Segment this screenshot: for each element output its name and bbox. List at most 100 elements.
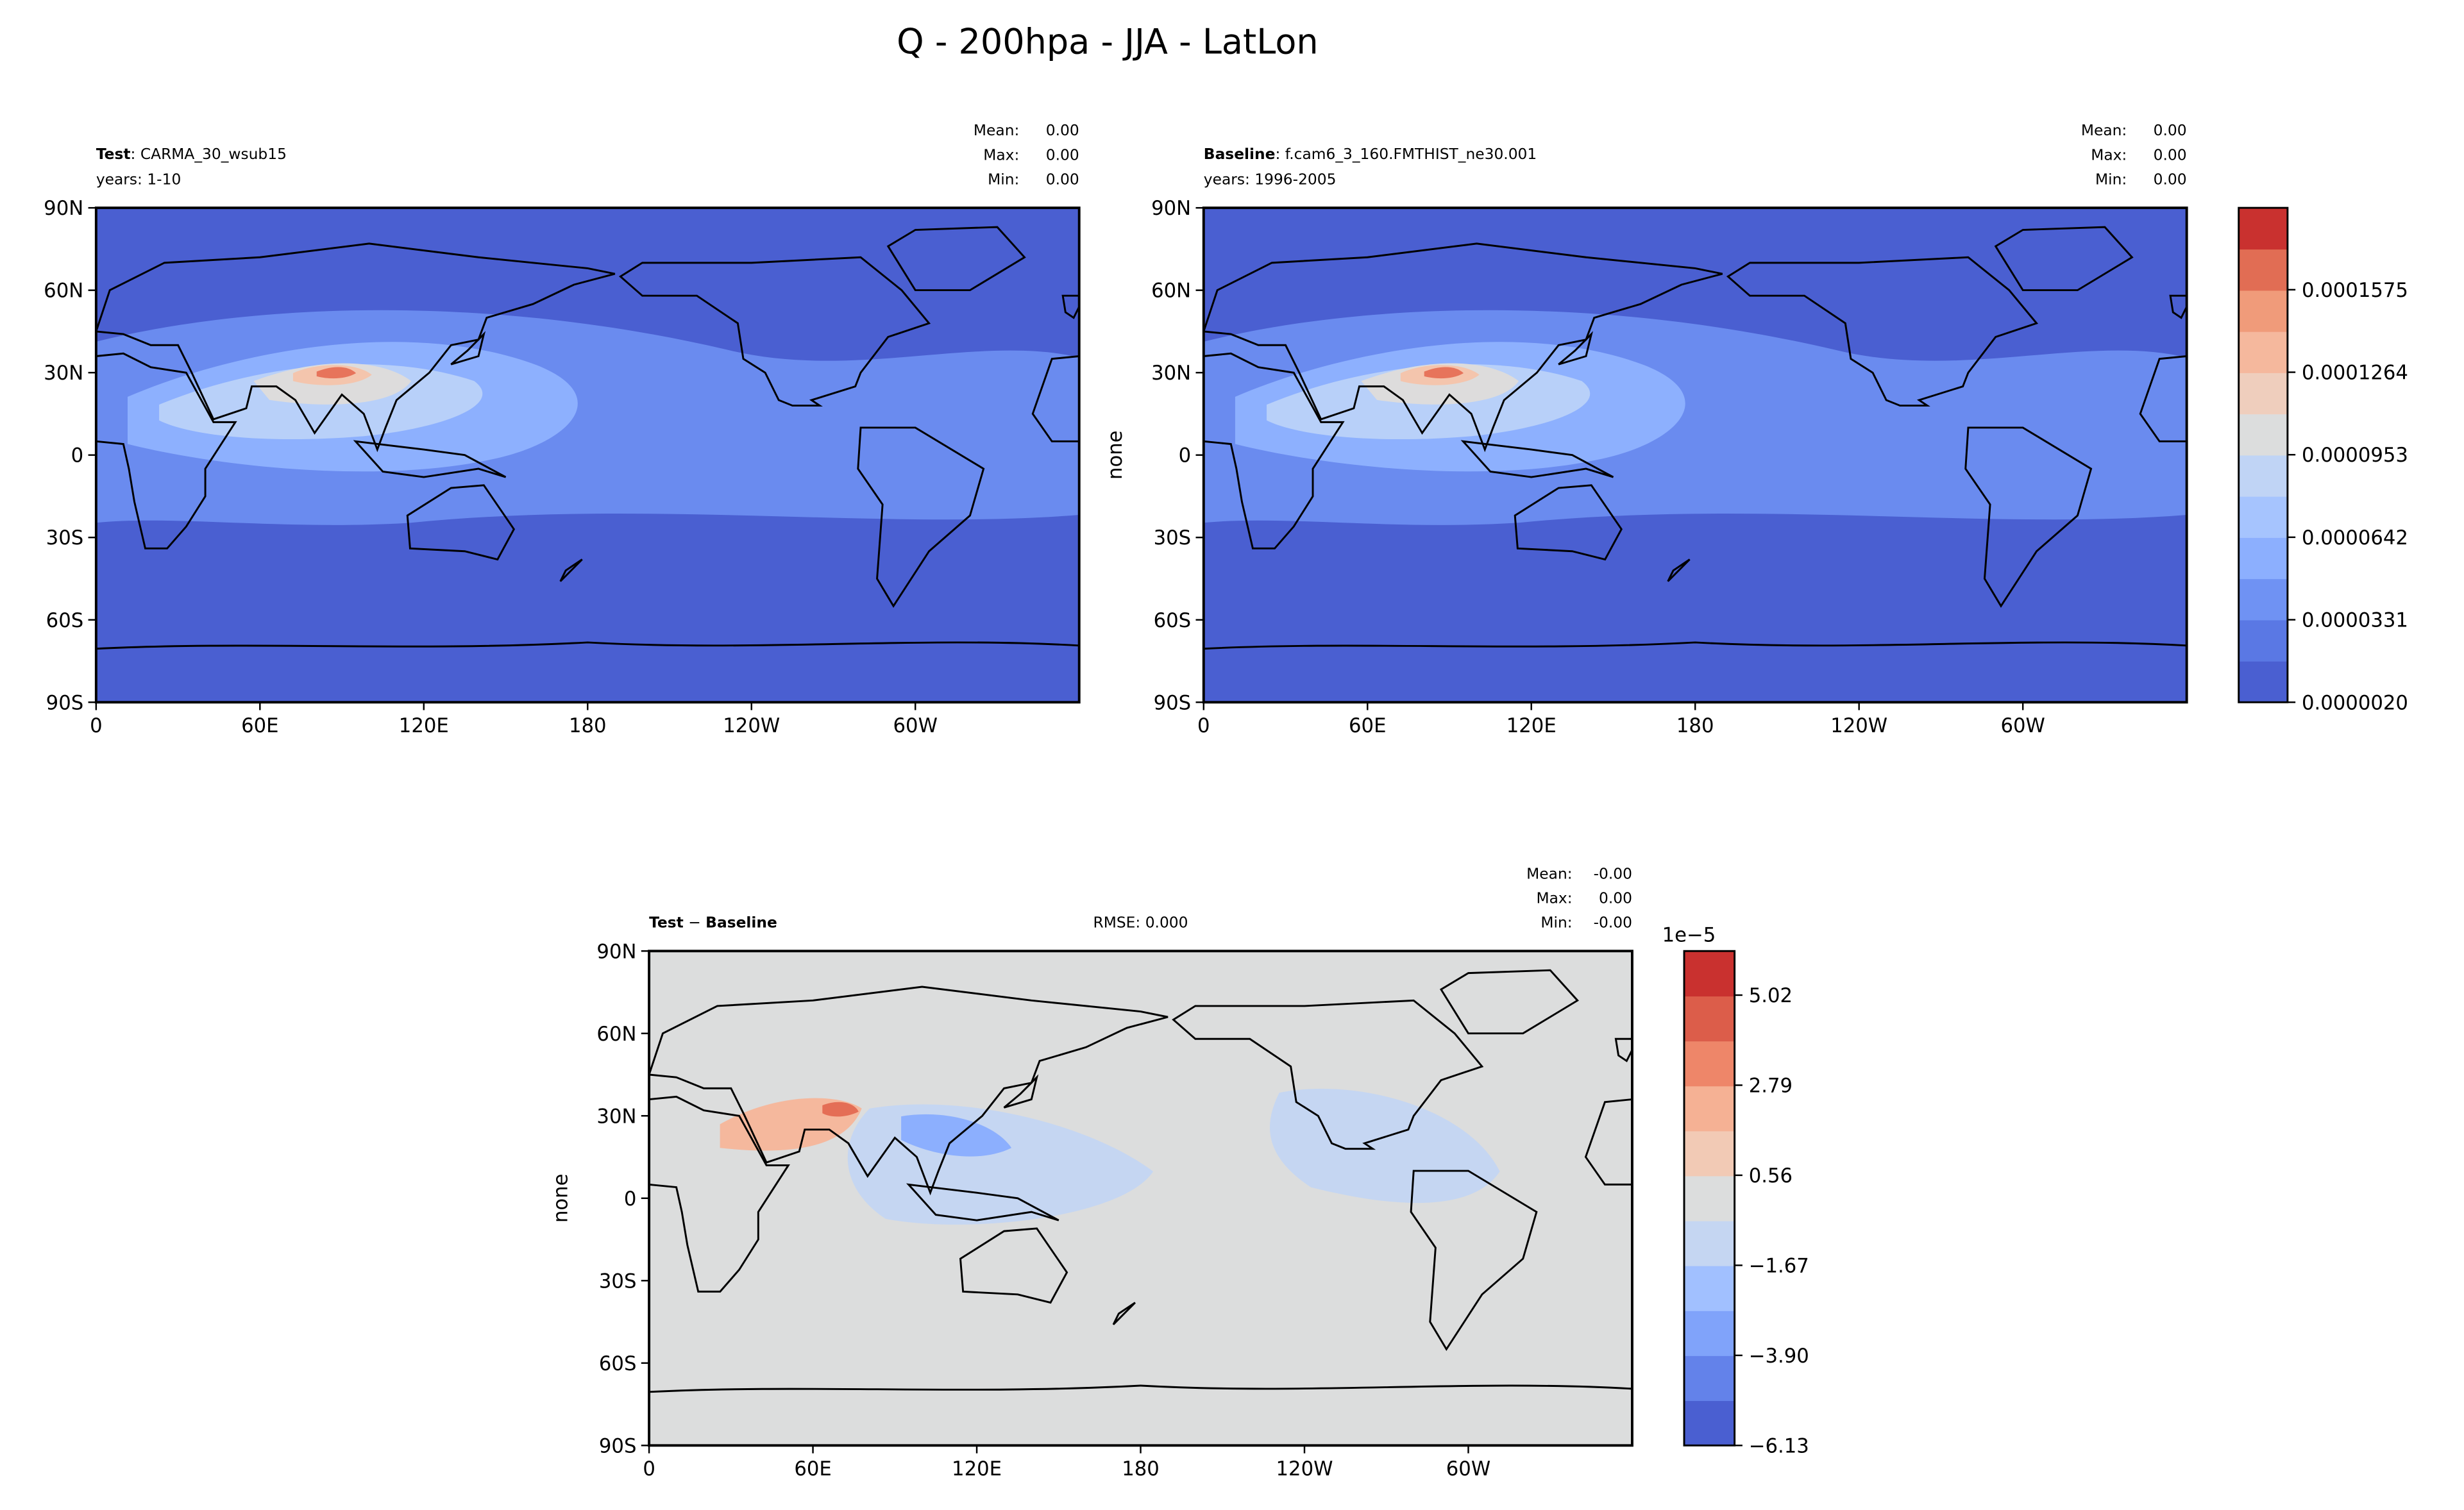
lon-tick-label: 0 <box>1197 715 1210 737</box>
lat-tick-label: 30S <box>1154 527 1192 549</box>
stat-value: 0.00 <box>2154 146 2187 164</box>
colorbar: −6.13 −3.90 −1.67 0.56 2.79 5.02 1e−5 <box>1662 925 1809 1458</box>
lat-tick-label: 90N <box>1151 197 1191 220</box>
stat-value: 0.00 <box>2154 170 2187 188</box>
lon-tick-label: 60W <box>1446 1458 1490 1481</box>
map-area <box>96 208 1079 703</box>
lat-tick-label: 30N <box>1151 362 1191 385</box>
panel-title: Baseline: f.cam6_3_160.FMTHIST_ne30.001 <box>1204 145 1537 163</box>
colorbar: 0.0000020 0.0000331 0.0000642 0.0000953 0.00… <box>2238 206 2408 714</box>
stat-label: Min: <box>1540 913 1572 931</box>
lat-tick-label: 30N <box>596 1105 636 1128</box>
stat-label: Min: <box>988 170 1019 188</box>
colorbar-tick-label: 0.0000642 <box>2302 527 2408 549</box>
lat-tick-label: 60N <box>596 1023 636 1046</box>
title-bold: Test <box>649 913 684 931</box>
lon-tick-label: 120E <box>952 1458 1002 1481</box>
lat-tick-label: 30N <box>44 362 83 385</box>
stat-value: -0.00 <box>1594 913 1632 931</box>
colorbar-tick-label: −3.90 <box>1749 1345 1809 1368</box>
lon-tick-label: 180 <box>569 715 607 737</box>
map-frame <box>648 950 1633 1447</box>
colorbar-band <box>2238 537 2288 580</box>
title-bold: Test <box>96 145 131 163</box>
lat-tick-label: 0 <box>1179 445 1192 467</box>
colorbar-band <box>2238 373 2288 415</box>
stat-value: -0.00 <box>1594 864 1632 882</box>
colorbar-band <box>1684 1311 1735 1356</box>
colorbar-band <box>1684 996 1735 1042</box>
lat-tick-label: 90S <box>599 1435 637 1457</box>
stat-value: 0.00 <box>1599 889 1632 907</box>
map-panel: 90N 60N 30N 0 30S 60S 90S 0 60E 120E 180 120W 60W Tes… <box>550 864 1633 1481</box>
panel-years: years: 1-10 <box>96 170 181 188</box>
lat-tick-label: 90S <box>46 692 84 714</box>
colorbar-band <box>2238 660 2288 703</box>
colorbar-band <box>2238 290 2288 332</box>
colorbar-band <box>2238 455 2288 497</box>
colorbar-band <box>1684 1265 1735 1311</box>
lon-tick-label: 60W <box>893 715 938 737</box>
title-text: : CARMA_30_wsub15 <box>131 145 287 163</box>
title-bold: Baseline <box>705 913 777 931</box>
lon-tick-label: 180 <box>1122 1458 1160 1481</box>
lat-tick-label: 60S <box>1154 610 1192 632</box>
colorbar-tick-label: 0.0000953 <box>2302 444 2408 467</box>
lon-tick-label: 120E <box>399 715 449 737</box>
figure-title: Q - 200hpa - JJA - LatLon <box>897 22 1319 62</box>
colorbar-tick-label: 0.0001575 <box>2302 280 2408 302</box>
panel-title: Test − Baseline <box>649 913 777 931</box>
map-panel: 90N 60N 30N 0 30S 60S 90S 0 60E 120E 180 120W 60W Tes… <box>44 121 1081 737</box>
stat-label: Max: <box>1537 889 1573 907</box>
stat-label: Max: <box>983 146 1019 164</box>
colorbar-band <box>1684 1175 1735 1221</box>
colorbar-band <box>1684 1400 1735 1447</box>
panel-years: years: 1996-2005 <box>1204 170 1337 188</box>
lon-tick-label: 60E <box>794 1458 831 1481</box>
lat-tick-label: 60N <box>44 280 83 303</box>
colorbar-tick-label: −6.13 <box>1749 1435 1809 1457</box>
colorbar-band <box>2238 578 2288 621</box>
lat-tick-label: 0 <box>624 1188 637 1211</box>
colorbar-band <box>1684 1086 1735 1132</box>
lon-tick-label: 120W <box>1830 715 1887 737</box>
lon-tick-label: 60E <box>1349 715 1386 737</box>
lat-tick-label: 0 <box>71 445 84 467</box>
panel-rmse: RMSE: 0.000 <box>1093 913 1188 931</box>
colorbar-band <box>2238 208 2288 250</box>
panel-title: Test: CARMA_30_wsub15 <box>96 145 287 163</box>
colorbar-tick-label: 0.0000331 <box>2302 610 2408 632</box>
lon-tick-label: 0 <box>643 1458 655 1481</box>
title-bold: Baseline <box>1204 145 1276 163</box>
lon-tick-label: 0 <box>90 715 103 737</box>
lat-tick-label: 90N <box>596 941 636 963</box>
lat-tick-label: 60N <box>1151 280 1191 303</box>
colorbar-tick-label: 0.0001264 <box>2302 362 2408 385</box>
colorbar-tick-label: 2.79 <box>1749 1075 1793 1098</box>
colorbar-band <box>2238 249 2288 291</box>
stat-value: 0.00 <box>1046 121 1079 139</box>
lon-tick-label: 60W <box>2000 715 2045 737</box>
lon-tick-label: 60E <box>241 715 278 737</box>
colorbar-band <box>2238 414 2288 456</box>
lat-tick-label: 60S <box>46 610 84 632</box>
stat-value: 0.00 <box>1046 170 1079 188</box>
y-axis-label: none <box>550 1174 572 1223</box>
lon-tick-label: 120E <box>1506 715 1557 737</box>
title-text: − <box>684 913 705 931</box>
stat-label: Mean: <box>1526 864 1572 882</box>
stat-label: Mean: <box>974 121 1019 139</box>
lat-tick-label: 30S <box>599 1270 637 1293</box>
colorbar-band <box>1684 1355 1735 1401</box>
lon-tick-label: 120W <box>723 715 780 737</box>
map-area <box>1203 208 2187 703</box>
colorbar-band <box>1684 1220 1735 1266</box>
lat-tick-label: 90S <box>1154 692 1192 714</box>
stat-label: Max: <box>2091 146 2127 164</box>
lon-tick-label: 180 <box>1676 715 1714 737</box>
map-area <box>649 951 1632 1446</box>
colorbar-band <box>2238 496 2288 538</box>
colorbar-band <box>1684 1130 1735 1177</box>
lat-tick-label: 90N <box>44 197 83 220</box>
